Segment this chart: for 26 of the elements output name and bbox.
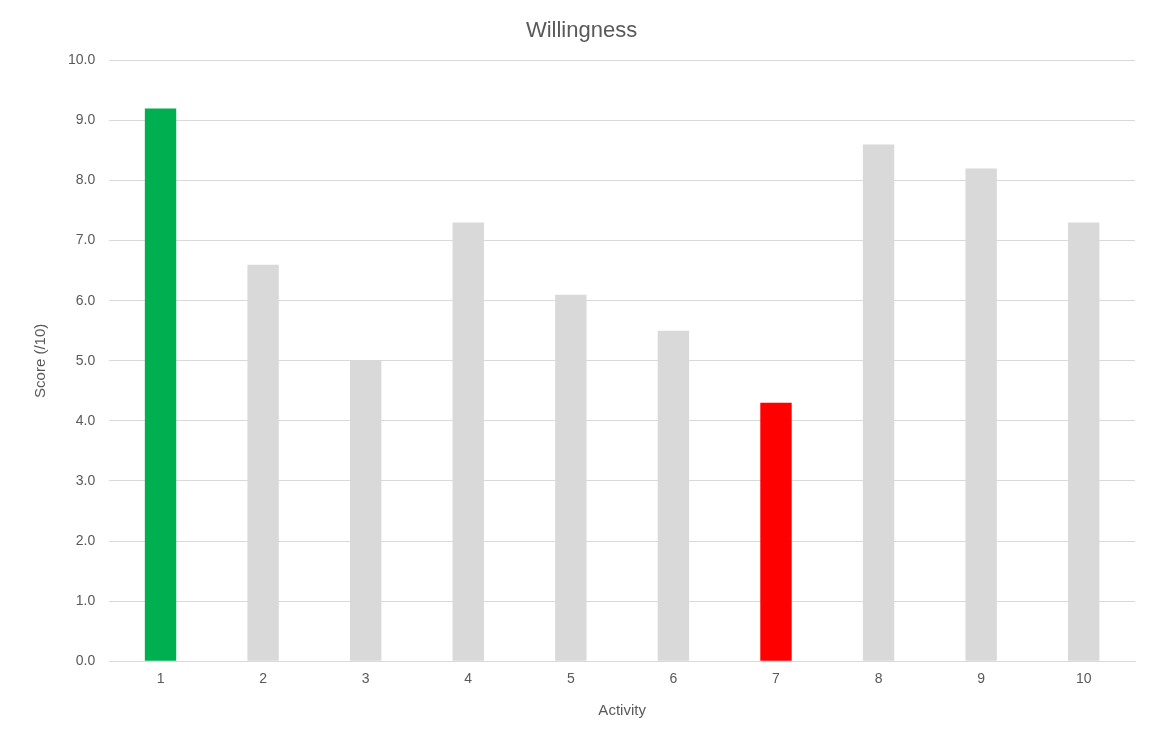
y-tick-label: 2.0 <box>75 531 96 548</box>
y-axis-title: Score (/10) <box>31 323 49 398</box>
x-tick-label: 2 <box>259 670 268 687</box>
x-axis-title: Activity <box>598 701 647 719</box>
x-tick-label: 8 <box>874 670 883 687</box>
x-tick-label: 10 <box>1075 670 1092 687</box>
y-tick-label: 8.0 <box>75 171 96 188</box>
x-tick-label: 7 <box>772 670 781 687</box>
x-tick-label: 4 <box>464 670 473 687</box>
x-tick-label: 5 <box>566 670 575 687</box>
x-tick-label: 9 <box>977 670 986 687</box>
y-tick-label: 4.0 <box>75 411 96 428</box>
y-tick-label: 9.0 <box>75 111 96 128</box>
x-tick-label: 1 <box>156 670 165 687</box>
chart-title: Willingness <box>525 17 638 43</box>
x-tick-label: 6 <box>669 670 678 687</box>
y-tick-label: 7.0 <box>75 231 96 248</box>
y-tick-label: 3.0 <box>75 471 96 488</box>
x-tick-label: 3 <box>361 670 370 687</box>
y-tick-label: 6.0 <box>75 291 96 308</box>
y-tick-label: 5.0 <box>75 351 96 368</box>
y-tick-label: 1.0 <box>75 591 96 608</box>
bar <box>760 402 792 661</box>
y-tick-label: 10.0 <box>68 51 96 68</box>
y-tick-label: 0.0 <box>75 652 96 669</box>
bar <box>144 108 177 661</box>
